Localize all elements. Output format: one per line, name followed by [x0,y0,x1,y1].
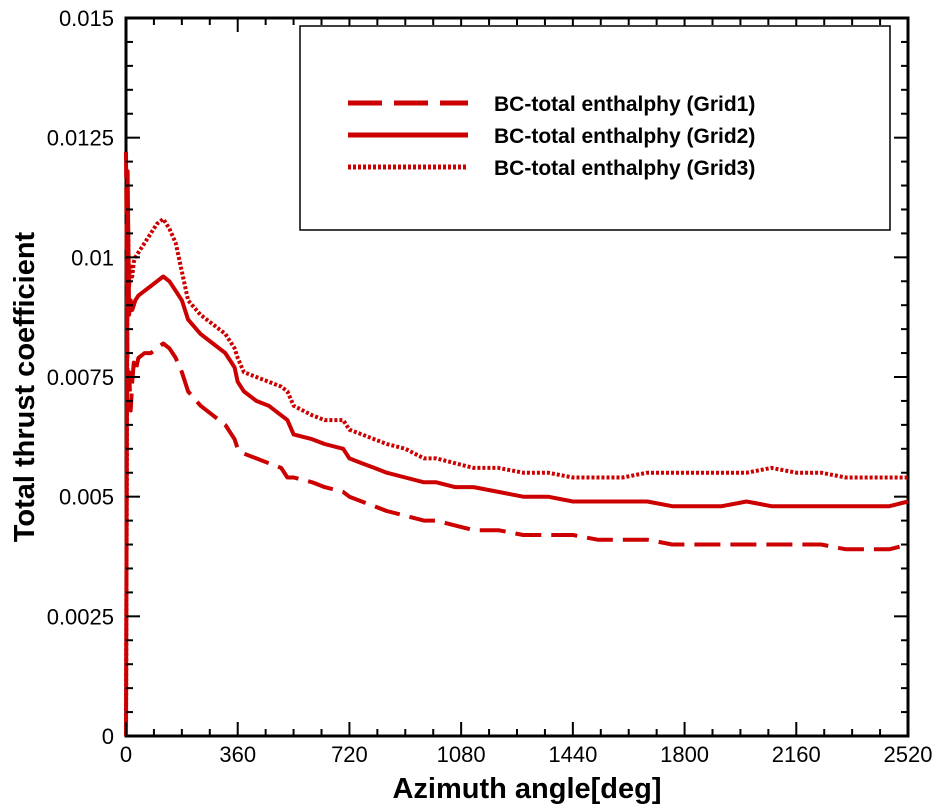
x-axis: 0 360 720 1080 1440 1800 2160 2520 [120,18,933,767]
x-tick-label: 720 [331,742,368,767]
y-tick-label: 0.0125 [47,126,114,151]
y-axis-title: Total thrust coefficient [9,231,41,542]
y-tick-label: 0.0075 [47,365,114,390]
x-tick-label: 1800 [660,742,709,767]
y-axis: 0 0.0025 0.005 0.0075 0.01 0.0125 0.015 [47,6,908,749]
legend-box [299,25,891,231]
y-tick-label: 0.015 [59,6,114,31]
y-tick-label: 0.01 [71,245,114,270]
y-tick-label: 0.005 [59,485,114,510]
legend-label-grid2: BC-total enthalphy (Grid2) [494,125,755,148]
x-tick-label: 0 [120,742,132,767]
x-tick-label: 1440 [548,742,597,767]
legend-label-grid3: BC-total enthalphy (Grid3) [494,157,755,180]
x-tick-label: 1080 [437,742,486,767]
series-layer [124,151,909,737]
series-line-grid3 [124,197,908,737]
legend: BC-total enthalphy (Grid1) BC-total entha… [299,25,891,231]
series-line-grid2 [124,169,909,737]
y-tick-label: 0 [102,724,114,749]
x-tick-label: 2160 [772,742,821,767]
series-line-grid1 [124,151,909,552]
x-tick-label: 360 [219,742,256,767]
x-tick-label: 2520 [884,742,933,767]
y-tick-label: 0.0025 [47,604,114,629]
legend-label-grid1: BC-total enthalphy (Grid1) [494,93,755,116]
x-axis-title: Azimuth angle[deg] [392,773,661,805]
